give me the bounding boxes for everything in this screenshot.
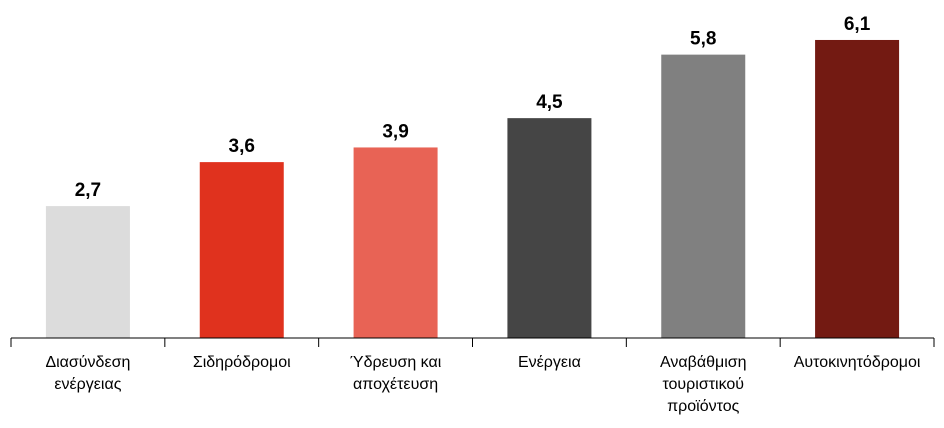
x-tick-label: Ενέργεια	[517, 354, 581, 371]
x-tick-label: Αναβάθμιση τουριστικού προϊόντος	[659, 354, 747, 415]
bar	[507, 118, 592, 339]
value-label: 3,6	[229, 136, 255, 157]
x-tick-label: Ύδρευση και αποχέτευση	[349, 354, 442, 393]
bar	[199, 162, 284, 338]
x-tick-label: Αυτοκινητόδρομοι	[793, 354, 921, 371]
value-label: 5,8	[690, 29, 716, 50]
bar	[815, 39, 900, 338]
x-tick-label: Σιδηρόδρομοι	[192, 354, 291, 371]
value-label: 2,7	[75, 180, 101, 201]
value-label: 3,9	[382, 121, 408, 142]
x-tick-label: Διασύνδεση ενέργειας	[45, 354, 131, 393]
value-label: 4,5	[536, 92, 563, 113]
bar	[661, 54, 746, 338]
bar	[353, 147, 438, 338]
bar	[45, 206, 130, 338]
value-label: 6,1	[844, 14, 871, 35]
